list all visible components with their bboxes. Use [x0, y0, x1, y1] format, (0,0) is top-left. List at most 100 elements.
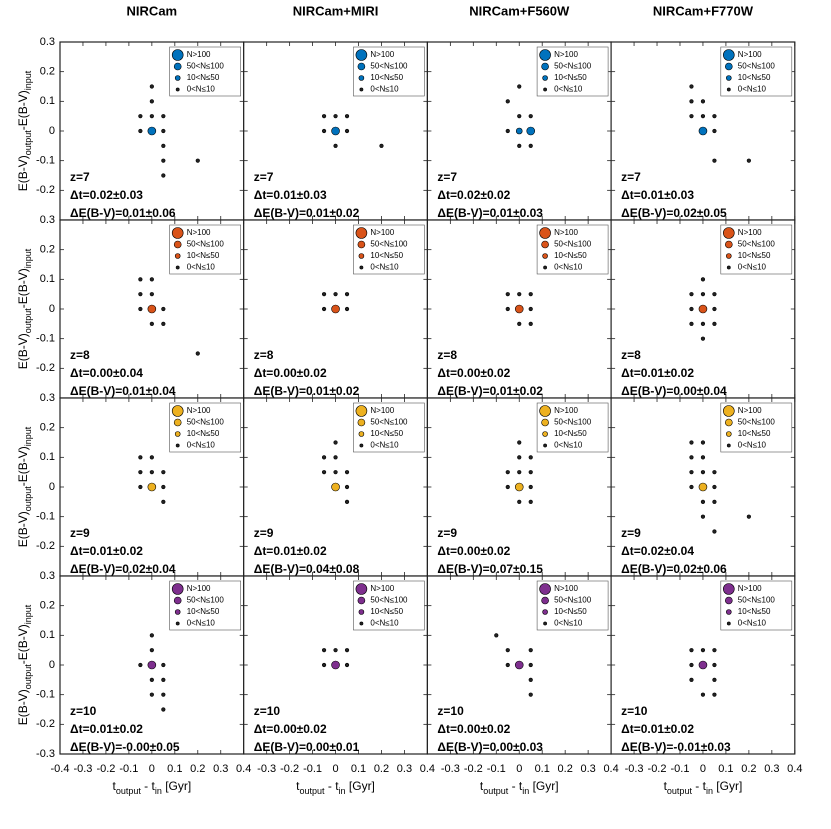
annotation: z=7 [437, 170, 457, 184]
legend-label: 10<N≤50 [554, 429, 587, 438]
annotation: z=7 [254, 170, 274, 184]
x-tick-label: 0.1 [535, 763, 550, 775]
point [505, 292, 510, 297]
legend-label: 10<N≤50 [370, 73, 403, 82]
ylabel-part: E(B-V) [16, 511, 30, 547]
y-tick-label: 0.2 [40, 66, 55, 78]
legend-label: 10<N≤50 [738, 429, 771, 438]
point [149, 321, 154, 326]
point [331, 304, 340, 314]
point [344, 499, 350, 504]
legend-marker [725, 253, 732, 259]
point [712, 484, 717, 490]
legend-label: 50<N≤100 [370, 418, 408, 427]
xlabel-part: output [667, 786, 693, 796]
annotation: z=10 [70, 704, 97, 718]
annotation: z=10 [254, 704, 281, 718]
annotation: z=7 [70, 170, 90, 184]
point [698, 126, 708, 136]
point [712, 158, 717, 163]
annotation: z=9 [621, 526, 641, 540]
ylabel-part: output [23, 308, 33, 334]
legend-marker [542, 431, 548, 437]
point [344, 128, 350, 134]
point [149, 84, 154, 89]
legend-label: 0<N≤10 [187, 85, 216, 94]
legend-label: 50<N≤100 [187, 596, 225, 605]
point [528, 114, 533, 119]
xlabel: toutput - tin [Gyr] [296, 779, 375, 796]
annotation: z=8 [437, 348, 457, 362]
point [700, 455, 706, 460]
annotation: Δt=0.02±0.02 [437, 188, 510, 202]
point [344, 114, 350, 119]
point [517, 114, 522, 119]
annotation: Δt=0.02±0.03 [70, 188, 143, 202]
x-tick-label: -0.1 [671, 763, 690, 775]
point [161, 707, 166, 712]
legend-marker [725, 609, 732, 615]
legend-label: 0<N≤10 [187, 619, 216, 628]
x-tick-label: -0.3 [441, 763, 460, 775]
legend-marker [541, 418, 549, 427]
ylabel-part: input [23, 604, 33, 624]
x-tick-label: 0 [516, 763, 522, 775]
point [161, 173, 166, 178]
point [149, 292, 154, 297]
point [505, 484, 510, 490]
point [700, 277, 706, 282]
point [321, 662, 327, 668]
point [689, 306, 694, 312]
legend-label: 10<N≤50 [187, 607, 220, 616]
point [517, 84, 522, 89]
legend-marker [175, 87, 180, 92]
point [517, 470, 522, 475]
annotation: z=9 [70, 526, 90, 540]
legend-label: N>100 [738, 584, 762, 593]
y-tick-label: 0.2 [40, 422, 55, 434]
point [528, 292, 533, 297]
point [700, 114, 706, 119]
point [528, 143, 533, 148]
point [149, 633, 154, 638]
legend-label: N>100 [554, 584, 578, 593]
legend-marker [539, 583, 551, 595]
legend-label: N>100 [370, 406, 394, 415]
annotation: z=9 [254, 526, 274, 540]
legend-marker [726, 87, 731, 92]
legend-label: 50<N≤100 [187, 240, 225, 249]
ylabel: E(B-V)output-E(B-V)input [16, 604, 33, 725]
legend-marker [722, 583, 735, 595]
ylabel-part: output [23, 664, 33, 690]
point [700, 440, 706, 445]
point [515, 127, 523, 135]
ylabel: E(B-V)output-E(B-V)input [16, 248, 33, 369]
point [689, 99, 694, 104]
annotation: z=10 [437, 704, 464, 718]
legend-label: 50<N≤100 [370, 62, 408, 71]
legend-label: 0<N≤10 [554, 85, 583, 94]
legend-label: 0<N≤10 [738, 85, 767, 94]
xlabel-part: t [664, 779, 668, 793]
annotation: Δt=0.01±0.02 [254, 544, 327, 558]
point [138, 484, 143, 490]
legend-label: 10<N≤50 [738, 607, 771, 616]
point [505, 648, 510, 653]
point [149, 470, 154, 475]
y-tick-label: 0 [49, 303, 55, 315]
ylabel-part: -E(B-V) [16, 268, 30, 308]
point [161, 484, 166, 490]
legend-label: N>100 [738, 406, 762, 415]
legend-marker [725, 75, 732, 81]
legend-label: 50<N≤100 [738, 62, 776, 71]
point [689, 662, 694, 668]
xlabel-part: [Gyr] [162, 779, 191, 793]
annotation: ΔE(B-V)=-0.01±0.03 [621, 740, 731, 754]
legend-label: 50<N≤100 [554, 62, 592, 71]
point [528, 662, 533, 668]
legend-label: N>100 [370, 50, 394, 59]
point [344, 484, 350, 490]
point [700, 336, 706, 341]
y-tick-label: 0.1 [40, 95, 55, 107]
annotation: ΔE(B-V)=0.01±0.06 [70, 206, 176, 220]
